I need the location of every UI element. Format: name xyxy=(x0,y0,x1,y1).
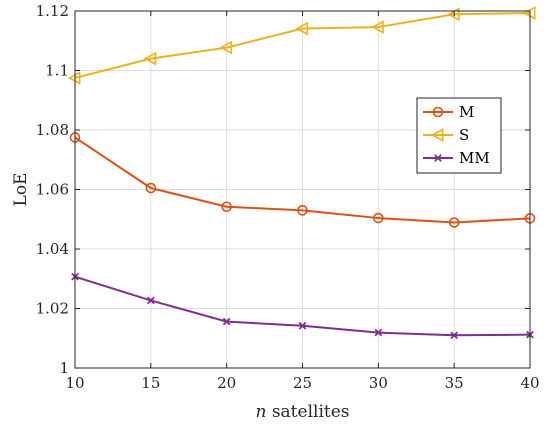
data-point xyxy=(448,217,460,228)
y-tick-label: 1.02 xyxy=(36,300,69,318)
x-tick-label: 25 xyxy=(293,374,312,392)
y-tick-label: 1.04 xyxy=(36,240,69,258)
data-point xyxy=(297,205,308,216)
y-tick-label: 1 xyxy=(59,359,69,377)
data-point xyxy=(374,328,383,337)
grid xyxy=(74,10,531,369)
y-tick-label: 1.08 xyxy=(36,121,69,139)
legend-label: M xyxy=(459,103,474,121)
legend: MS MM xyxy=(416,97,502,174)
data-point xyxy=(295,21,308,36)
data-point-stroke xyxy=(298,321,307,330)
data-point-stroke xyxy=(374,328,383,337)
data-point xyxy=(222,317,231,326)
y-axis-label: LoE xyxy=(11,173,31,207)
data-point xyxy=(450,331,459,340)
x-tick-label: 20 xyxy=(217,374,236,392)
legend-label: MM xyxy=(459,149,490,167)
data-point-stroke xyxy=(434,154,442,162)
x-axis-label-text: satellites xyxy=(266,402,349,422)
ticks: 10 15 20 25 30 35 40 1 1.02 1.04 1.06 1.08 1.1 1.12 xyxy=(36,2,540,392)
data-point xyxy=(146,296,155,305)
data-point xyxy=(298,321,307,330)
data-point xyxy=(373,212,384,224)
legend-item-m: M xyxy=(423,103,474,121)
data-point xyxy=(221,201,232,213)
x-tick-label: 10 xyxy=(65,374,84,392)
data-point-stroke xyxy=(450,331,459,340)
data-point xyxy=(430,128,444,142)
series-line xyxy=(74,136,531,224)
legend-label: S xyxy=(459,126,469,144)
data-point-stroke xyxy=(146,296,155,305)
x-tick-label: 35 xyxy=(445,374,464,392)
x-tick-label: 15 xyxy=(141,374,160,392)
y-tick-label: 1.1 xyxy=(45,62,69,80)
data-point xyxy=(145,182,157,194)
data-point xyxy=(432,106,444,118)
x-axis-label-variable: n xyxy=(255,402,266,422)
data-point xyxy=(143,51,157,66)
legend-item-s: S xyxy=(423,126,469,144)
y-tick-label: 1.06 xyxy=(36,181,69,199)
legend-item-mm: MM xyxy=(423,149,490,167)
x-tick-label: 40 xyxy=(520,374,539,392)
series-m xyxy=(69,132,536,228)
data-point xyxy=(434,154,442,162)
x-axis-label: n satellites xyxy=(255,402,349,422)
y-tick-label: 1.12 xyxy=(36,2,69,20)
data-point xyxy=(219,40,233,55)
data-point-stroke xyxy=(222,317,231,326)
data-point xyxy=(371,20,384,34)
x-tick-label: 30 xyxy=(369,374,388,392)
